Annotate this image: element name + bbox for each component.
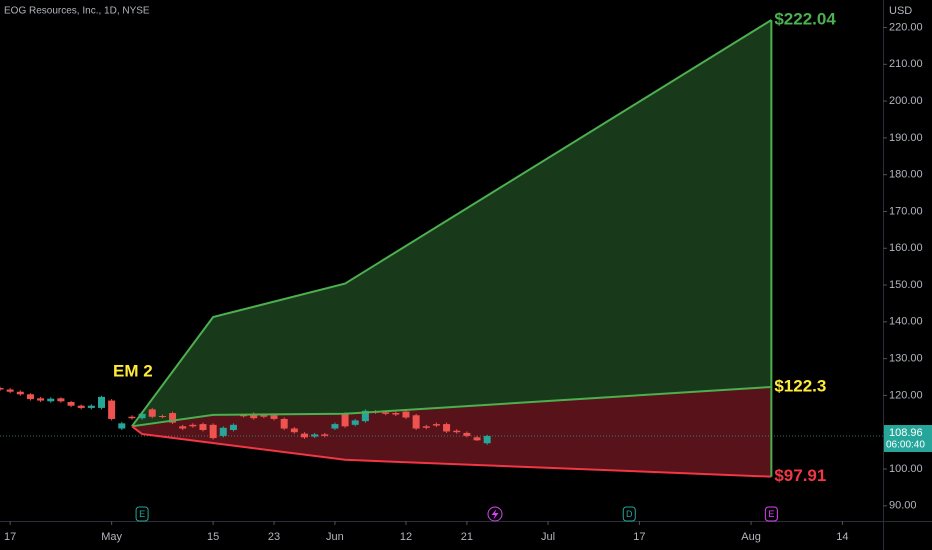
candle-body xyxy=(443,424,451,432)
candle-body xyxy=(67,402,75,406)
x-tick-label: 17 xyxy=(4,531,16,543)
candle-body xyxy=(16,391,24,395)
y-tick-label: 130.00 xyxy=(889,353,923,365)
y-tick-label: 220.00 xyxy=(889,21,923,33)
candle-body xyxy=(341,413,349,427)
y-tick-label: 180.00 xyxy=(889,169,923,181)
candle-body xyxy=(108,400,116,419)
candle-body xyxy=(148,409,156,417)
candle-body xyxy=(37,398,45,401)
currency-label: USD xyxy=(889,5,912,17)
y-tick-label: 190.00 xyxy=(889,132,923,144)
y-tick-label: 140.00 xyxy=(889,316,923,328)
x-tick-label: 21 xyxy=(461,531,473,543)
y-tick-label: 160.00 xyxy=(889,242,923,254)
candle-body xyxy=(311,434,319,437)
candle-body xyxy=(392,413,400,415)
x-tick-label: Aug xyxy=(741,531,761,543)
candle-body xyxy=(77,405,85,408)
chart-title: EOG Resources, Inc., 1D, NYSE xyxy=(4,6,150,17)
candle-body xyxy=(412,415,420,429)
candle-body xyxy=(331,424,339,429)
cone-line xyxy=(131,425,772,478)
x-tick-label: Jun xyxy=(326,531,344,543)
candle-body xyxy=(280,418,288,429)
candle-body xyxy=(6,389,14,392)
y-tick-label: 120.00 xyxy=(889,389,923,401)
candle-body xyxy=(300,433,308,438)
candle-body xyxy=(169,413,177,423)
candle-body xyxy=(219,427,227,436)
candle-body xyxy=(26,394,34,400)
candle-body xyxy=(463,432,471,436)
cone-label: $222.04 xyxy=(774,9,836,28)
y-tick-label: 200.00 xyxy=(889,95,923,107)
last-price-label: 108.96 xyxy=(889,427,923,439)
candle-body xyxy=(97,396,105,408)
candle-body xyxy=(138,413,146,419)
cone-label: $97.91 xyxy=(774,466,826,485)
candle-body xyxy=(270,415,278,419)
cone-line xyxy=(131,19,772,427)
candle-body xyxy=(179,426,187,429)
x-tick-label: 15 xyxy=(207,531,219,543)
candle-body xyxy=(209,424,217,439)
candle-body xyxy=(57,398,65,402)
event-icon-frame xyxy=(487,506,503,522)
candle-body xyxy=(432,424,440,426)
event-icon xyxy=(764,506,778,522)
candle-body xyxy=(351,420,359,425)
candle-body xyxy=(290,428,298,433)
event-label: E xyxy=(768,509,774,519)
candle-body xyxy=(260,415,268,417)
candle-body xyxy=(128,416,136,419)
y-tick-label: 170.00 xyxy=(889,205,923,217)
candle-body xyxy=(361,410,369,422)
candle-body xyxy=(240,415,248,417)
candle-body xyxy=(229,424,237,430)
event-label: E xyxy=(139,509,145,519)
y-tick-label: 150.00 xyxy=(889,279,923,291)
event-icon xyxy=(135,506,149,522)
candle-body xyxy=(483,436,491,444)
x-tick-label: 23 xyxy=(268,531,280,543)
lightning-glyph xyxy=(491,509,499,520)
event-label: D xyxy=(626,509,633,519)
candle-body xyxy=(382,412,390,414)
candle-body xyxy=(118,423,126,429)
candle-body xyxy=(199,424,207,430)
candle-body xyxy=(0,388,4,390)
last-price-tag xyxy=(884,425,932,453)
candle-body xyxy=(158,416,166,418)
candle-body xyxy=(87,405,95,408)
candle-body xyxy=(402,411,410,418)
y-tick-label: 210.00 xyxy=(889,58,923,70)
event-icon xyxy=(622,506,636,522)
candle-body xyxy=(47,398,55,402)
x-tick-label: May xyxy=(101,531,122,543)
x-tick-label: 14 xyxy=(836,531,848,543)
lower-cone-fill xyxy=(131,386,772,477)
candle-body xyxy=(321,434,329,436)
cone-line xyxy=(131,385,772,428)
x-tick-label: 12 xyxy=(400,531,412,543)
x-tick-label: 17 xyxy=(633,531,645,543)
countdown-label: 06:00:40 xyxy=(886,440,925,451)
candle-body xyxy=(250,413,258,419)
y-tick-label: 90.00 xyxy=(889,500,917,512)
cone-label: $122.3 xyxy=(774,376,826,395)
y-tick-label: 100.00 xyxy=(889,463,923,475)
event-icon xyxy=(487,506,503,522)
candle-body xyxy=(189,424,197,427)
candle-body xyxy=(453,430,461,433)
candle-body xyxy=(422,426,430,428)
upper-cone-fill xyxy=(131,20,772,427)
candle-body xyxy=(473,437,481,441)
x-tick-label: Jul xyxy=(541,531,555,543)
annotation: EM 2 xyxy=(113,361,153,380)
